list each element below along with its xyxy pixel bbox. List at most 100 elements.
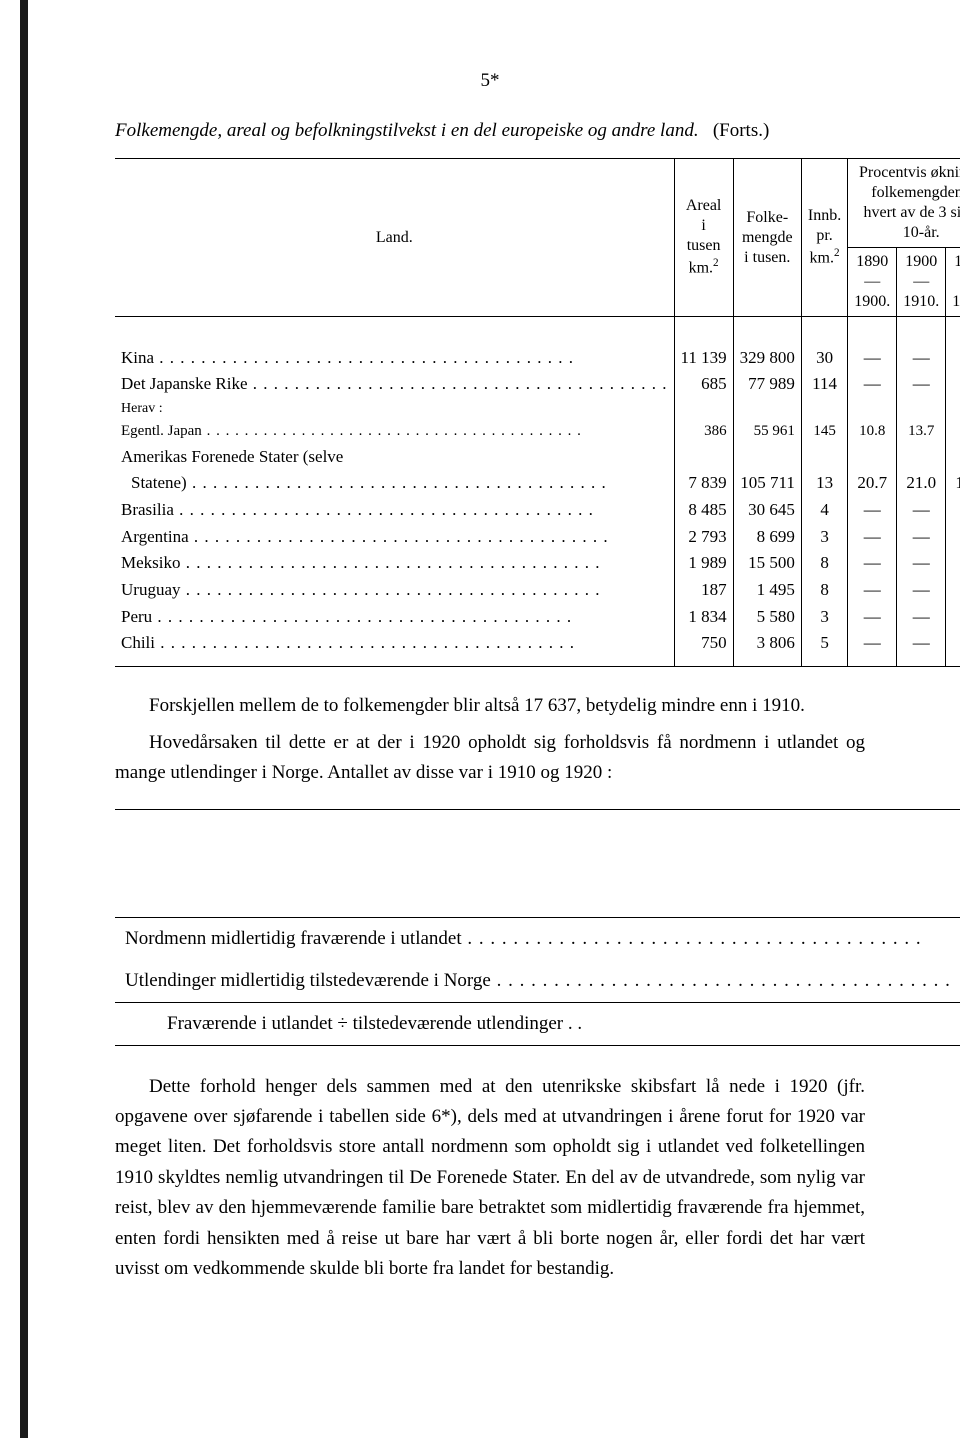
table-row: Argentina 2 793 8 699 3 — — — — [115, 524, 960, 551]
row-land: Peru — [121, 607, 572, 626]
row-areal: 11 139 — [674, 345, 733, 372]
row-land: Uruguay — [121, 580, 600, 599]
table-row: Det Japanske Rike 685 77 989 114 — — — — [115, 371, 960, 398]
row-p2: — — [897, 630, 946, 657]
row-areal: 1 834 — [674, 604, 733, 631]
row-p1: — — [848, 524, 897, 551]
table-row: Chili 750 3 806 5 — — — — [115, 630, 960, 657]
table-row-total: Fraværende i utlandet ÷ tilstedeværende … — [115, 1002, 960, 1045]
row-sub: Herav : — [115, 398, 674, 420]
row-p3: — — [946, 630, 960, 657]
row-innb: 5 — [801, 630, 847, 657]
row-areal: 750 — [674, 630, 733, 657]
row-p2: 21.0 — [897, 470, 946, 497]
col-innb: Innb.pr. km.2 — [801, 159, 847, 317]
row-p3: 9.8 — [946, 420, 960, 444]
col-1890-1900: 1890—1900. — [848, 248, 897, 317]
col-1900-1910: 1900—1910. — [897, 248, 946, 317]
row-innb: 3 — [801, 524, 847, 551]
row-p1: — — [848, 497, 897, 524]
row-p2: — — [897, 497, 946, 524]
row-land: Argentina — [121, 527, 609, 546]
row-areal: 8 485 — [674, 497, 733, 524]
row-innb: 114 — [801, 371, 847, 398]
row-folke: 8 699 — [733, 524, 801, 551]
table-row: Brasilia 8 485 30 645 4 — — — — [115, 497, 960, 524]
row-p1: 20.7 — [848, 470, 897, 497]
title-italic: Folkemengde, areal og befolkningstilveks… — [115, 120, 699, 141]
table-row: Peru 1 834 5 580 3 — — — — [115, 604, 960, 631]
table-row: Egentl. Japan 386 55 961 145 10.8 13.7 9… — [115, 420, 960, 444]
row-land: Kina — [121, 348, 574, 367]
row-p3: — — [946, 604, 960, 631]
col-land: Land. — [115, 159, 674, 317]
row-p2: 13.7 — [897, 420, 946, 444]
row-p1: 10.8 — [848, 420, 897, 444]
row-p2: — — [897, 550, 946, 577]
row-innb: 145 — [801, 420, 847, 444]
row-land: Statene) — [131, 473, 607, 492]
table-row: Amerikas Forenede Stater (selve — [115, 444, 960, 471]
row-areal: 187 — [674, 577, 733, 604]
page-title: Folkemengde, areal og befolkningstilveks… — [115, 120, 865, 142]
row-areal: 1 989 — [674, 550, 733, 577]
census-table: Ved folketellingene : 1910. 1920. Nordme… — [115, 809, 960, 1046]
paragraph: Dette forhold henger dels sammen med at … — [115, 1072, 865, 1285]
col-procent: Procentvis økning i folkemengden i hvert… — [848, 159, 960, 248]
row-innb: 4 — [801, 497, 847, 524]
row-areal: 7 839 — [674, 470, 733, 497]
page-number: 5* — [115, 70, 865, 92]
title-suffix: (Forts.) — [713, 120, 769, 141]
row-land: Chili — [121, 633, 575, 652]
row-innb: 30 — [801, 345, 847, 372]
paragraph: Forskjellen mellem de to folkemengder bl… — [115, 691, 865, 721]
row-p1: — — [848, 345, 897, 372]
row-folke: 30 645 — [733, 497, 801, 524]
row-p3: — — [946, 524, 960, 551]
row-land: Det Japanske Rike — [121, 374, 668, 393]
row-folke: 3 806 — [733, 630, 801, 657]
row-folke: 55 961 — [733, 420, 801, 444]
table-row: Herav : — [115, 398, 960, 420]
row-land: Brasilia — [121, 500, 594, 519]
table-row: Meksiko 1 989 15 500 8 — — — — [115, 550, 960, 577]
row-folke: 15 500 — [733, 550, 801, 577]
table-row: Uruguay 187 1 495 8 — — — — [115, 577, 960, 604]
row-folke: 77 989 — [733, 371, 801, 398]
row-p3: — — [946, 371, 960, 398]
row-land: Amerikas Forenede Stater (selve — [115, 444, 674, 471]
col-1910-1920: 1910—1920. — [946, 248, 960, 317]
row-areal: 2 793 — [674, 524, 733, 551]
row-innb: 8 — [801, 577, 847, 604]
row-p2: — — [897, 371, 946, 398]
table1-body: Kina 11 139 329 800 30 — — — Det Japansk… — [115, 317, 960, 667]
row-folke: 5 580 — [733, 604, 801, 631]
row-p2: — — [897, 577, 946, 604]
page: 5* Folkemengde, areal og befolkningstilv… — [0, 0, 960, 1438]
row-p3: — — [946, 550, 960, 577]
population-table: Land. Arealitusen km.2 Folke-mengdei tus… — [115, 158, 960, 667]
row-folke: 105 711 — [733, 470, 801, 497]
row-folke: 1 495 — [733, 577, 801, 604]
t2-row-label: Utlendinger midlertidig tilstedeværende … — [125, 970, 951, 991]
row-p1: — — [848, 577, 897, 604]
row-p1: — — [848, 371, 897, 398]
row-land: Egentl. Japan — [121, 423, 582, 439]
row-innb: 8 — [801, 550, 847, 577]
row-p3: — — [946, 497, 960, 524]
row-p3: — — [946, 345, 960, 372]
row-innb: 13 — [801, 470, 847, 497]
row-p2: — — [897, 604, 946, 631]
row-p2: — — [897, 524, 946, 551]
col-folkemengde: Folke-mengdei tusen. — [733, 159, 801, 317]
row-p2: — — [897, 345, 946, 372]
row-p1: — — [848, 550, 897, 577]
row-areal: 685 — [674, 371, 733, 398]
t2-total-label: Fraværende i utlandet ÷ tilstedeværende … — [115, 1002, 960, 1045]
page-left-rule — [20, 0, 28, 1438]
table-row: Statene) 7 839 105 711 13 20.7 21.0 14.9 — [115, 470, 960, 497]
row-p1: — — [848, 630, 897, 657]
row-p1: — — [848, 604, 897, 631]
paragraph: Hovedårsaken til dette er at der i 1920 … — [115, 728, 865, 789]
row-areal: 386 — [674, 420, 733, 444]
